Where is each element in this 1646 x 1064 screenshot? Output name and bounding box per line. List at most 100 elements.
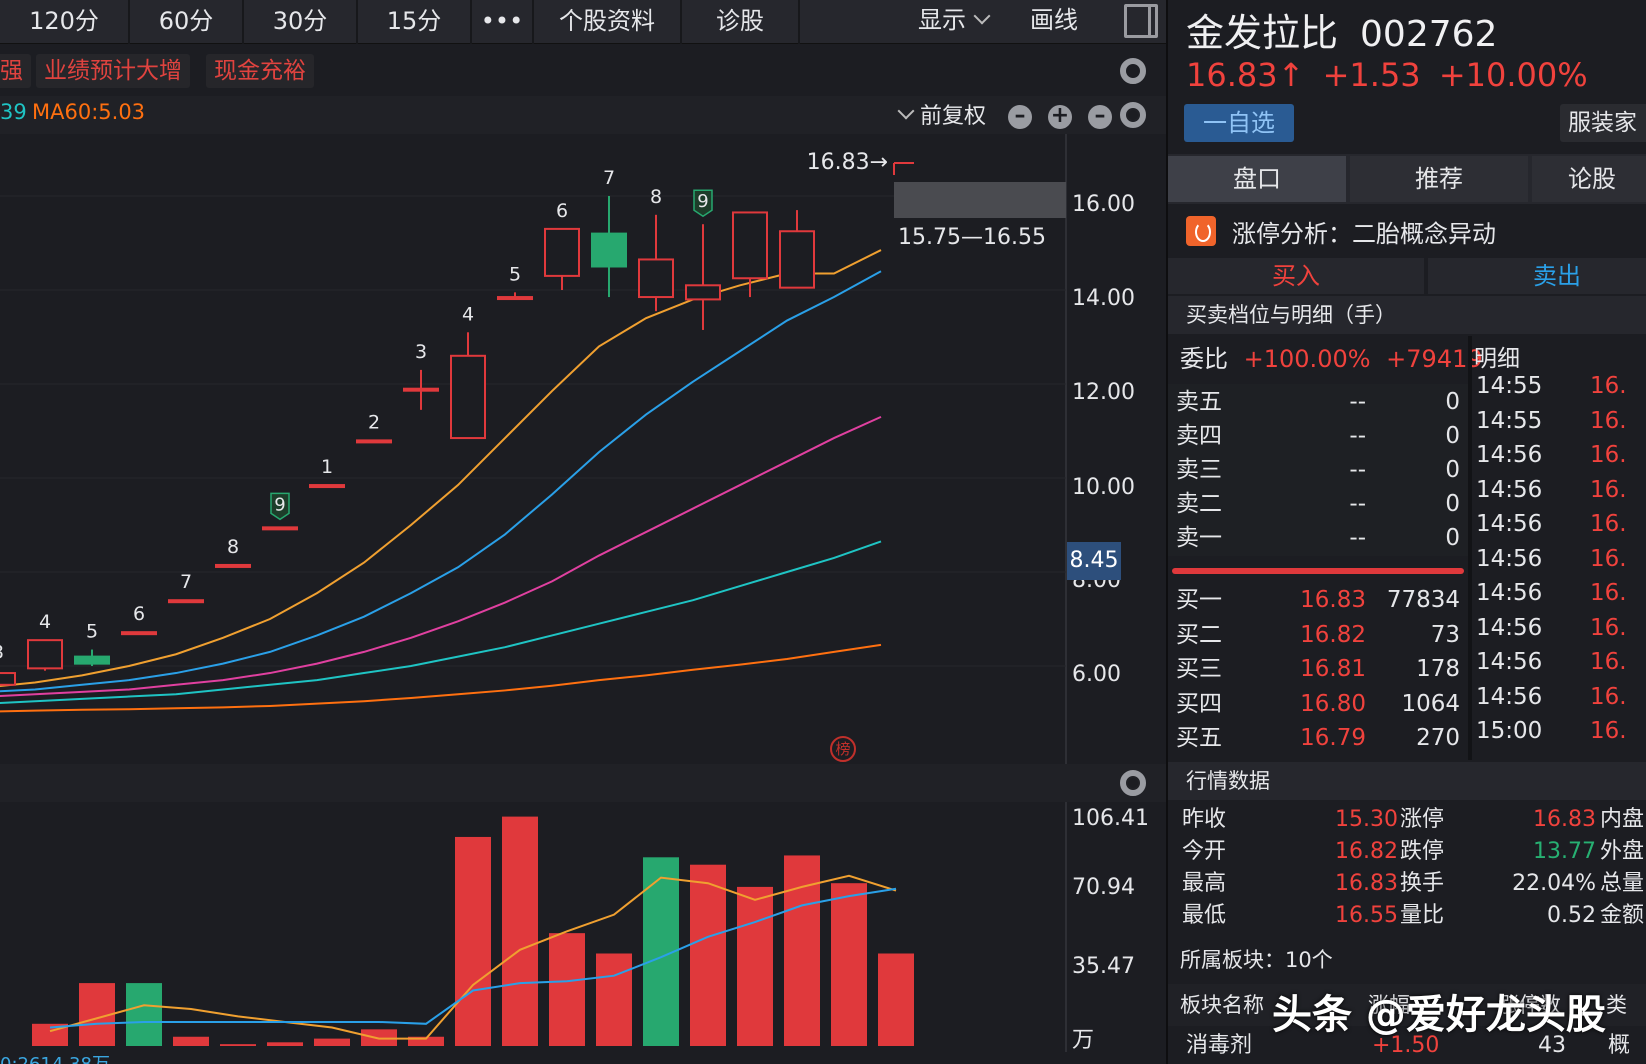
volume-bar — [596, 953, 632, 1046]
rank-badge-icon[interactable]: 榜 — [830, 736, 856, 762]
price-tick: 6.00 — [1072, 662, 1121, 687]
level-volume: 270 — [1416, 725, 1460, 751]
current-price-tag: 8.45 — [1067, 542, 1121, 580]
buy-button[interactable]: 买入 — [1168, 258, 1424, 294]
level-label: 买四 — [1176, 690, 1222, 717]
add-watchlist-button[interactable]: 一自选 — [1184, 104, 1294, 142]
market-data-title: 行情数据 — [1168, 762, 1646, 800]
tag-strong[interactable]: 强 — [0, 54, 31, 88]
td-count-label: 3 — [0, 642, 4, 664]
detail-header[interactable]: 明细 — [1474, 346, 1520, 372]
tab-discussion[interactable]: 论股 — [1532, 156, 1646, 202]
tick-time: 14:56 — [1476, 580, 1543, 606]
ask-row[interactable]: 卖二 -- 0 — [1168, 486, 1468, 522]
tab-stock-profile[interactable]: 个股资料 — [534, 0, 682, 44]
market-key: 涨停 — [1400, 807, 1445, 832]
weibi-label: 委比 — [1180, 345, 1228, 373]
adjust-dropdown[interactable]: 前复权 — [897, 98, 986, 130]
tab-120min[interactable]: 120分 — [0, 0, 130, 44]
candle-body — [0, 672, 16, 686]
gear-icon[interactable] — [1120, 770, 1146, 796]
td-count-label: 3 — [415, 341, 427, 363]
level-price: 16.81 — [1300, 656, 1366, 682]
candle-body — [403, 387, 439, 392]
stock-title: 金发拉比 002762 — [1186, 2, 1497, 57]
price-tick: 16.00 — [1072, 192, 1135, 217]
level-label: 卖三 — [1176, 457, 1222, 483]
tick-row: 14:55 16. — [1474, 403, 1646, 439]
tick-row: 14:56 16. — [1474, 644, 1646, 680]
level-volume: 77834 — [1386, 587, 1460, 613]
tick-price: 16. — [1590, 649, 1627, 675]
tick-row: 14:56 16. — [1474, 679, 1646, 715]
tab-60min[interactable]: 60分 — [130, 0, 244, 44]
td-count-label: 7 — [180, 571, 192, 593]
volume-chart[interactable] — [0, 802, 1166, 1052]
tab-diagnosis[interactable]: 诊股 — [682, 0, 800, 44]
bid-row[interactable]: 买一 16.83 77834 — [1168, 582, 1468, 618]
tab-30min[interactable]: 30分 — [244, 0, 358, 44]
tick-row: 14:56 16. — [1474, 472, 1646, 508]
candle-body — [497, 296, 533, 301]
gear-icon[interactable] — [1120, 102, 1146, 128]
stock-tags: 强 业绩预计大增 现金充裕 — [0, 48, 1166, 94]
layout-toggle-icon[interactable] — [1124, 4, 1158, 38]
candlestick-chart[interactable]: 16.83→ 15.75—16.55 3 4 5 6 7 8 9 1 2 3 4 5 6 7 8 9 — [0, 134, 1166, 764]
zoom-out-icon[interactable]: – — [1088, 105, 1112, 129]
limit-up-analysis[interactable]: 涨停分析：二胎概念异动 — [1168, 206, 1646, 256]
td-count-label: 1 — [321, 456, 333, 478]
market-key: 最高 — [1182, 871, 1227, 896]
bid-row[interactable]: 买三 16.81 178 — [1168, 651, 1468, 687]
tick-time: 14:56 — [1476, 614, 1543, 641]
volume-unit: 万 — [1072, 1028, 1095, 1053]
tab-15min[interactable]: 15分 — [358, 0, 472, 44]
industry-button[interactable]: 服装家 — [1560, 104, 1646, 142]
tick-time: 14:56 — [1476, 649, 1543, 675]
td-badge-icon — [270, 492, 290, 521]
collapse-icon[interactable]: – — [1008, 105, 1032, 129]
fire-icon — [1186, 216, 1216, 246]
volume-ma-line — [49, 887, 897, 1029]
market-value: 22.04% — [1512, 871, 1596, 896]
tick-time: 14:56 — [1476, 476, 1543, 503]
tag-cash[interactable]: 现金充裕 — [206, 54, 314, 88]
bid-row[interactable]: 买五 16.79 270 — [1168, 720, 1468, 756]
level-label: 卖二 — [1176, 491, 1222, 517]
ask-row[interactable]: 卖四 -- 0 — [1168, 418, 1468, 454]
gear-icon[interactable] — [1120, 58, 1146, 84]
pane-divider[interactable] — [1166, 0, 1168, 1064]
candle-body — [779, 230, 815, 289]
tick-price: 16. — [1590, 407, 1627, 434]
tab-recommend[interactable]: 推荐 — [1350, 156, 1528, 202]
sector-count[interactable]: 所属板块：10个 — [1180, 948, 1333, 972]
volume-bar — [737, 886, 773, 1046]
bid-row[interactable]: 买二 16.82 73 — [1168, 617, 1468, 653]
more-icon[interactable]: ••• — [472, 0, 534, 44]
sell-button[interactable]: 卖出 — [1428, 258, 1646, 294]
draw-line-button[interactable]: 画线 — [1030, 6, 1078, 34]
ask-row[interactable]: 卖五 -- 0 — [1168, 384, 1468, 420]
moving-average-line — [0, 540, 882, 705]
bid-row[interactable]: 买四 16.80 1064 — [1168, 686, 1468, 722]
zoom-in-icon[interactable]: + — [1048, 105, 1072, 129]
level-price: -- — [1349, 525, 1366, 551]
tick-row: 15:00 16. — [1474, 713, 1646, 749]
market-key: 量比 — [1400, 903, 1445, 928]
stock-code: 002762 — [1360, 14, 1498, 55]
level-price: 16.83 — [1300, 587, 1366, 613]
tick-time: 14:55 — [1476, 373, 1543, 399]
volume-ma-line — [49, 874, 897, 1040]
candle-body — [309, 484, 345, 489]
price-change-pct: +10.00% — [1438, 56, 1588, 94]
market-row: 最低 16.55 量比 0.52 金额 — [1168, 900, 1646, 932]
candle-body — [27, 639, 63, 670]
display-dropdown[interactable]: 显示 — [918, 0, 991, 44]
right-tabs: 盘口 推荐 论股 — [1168, 154, 1646, 204]
moving-average-line — [0, 643, 882, 713]
sector-row[interactable]: 消毒剂 +1.50 43 概 — [1168, 1028, 1646, 1064]
tick-price: 16. — [1590, 511, 1627, 537]
ask-row[interactable]: 卖一 -- 0 — [1168, 520, 1468, 556]
tag-earnings[interactable]: 业绩预计大增 — [36, 54, 190, 88]
ask-row[interactable]: 卖三 -- 0 — [1168, 452, 1468, 488]
tab-orderbook[interactable]: 盘口 — [1168, 156, 1346, 202]
